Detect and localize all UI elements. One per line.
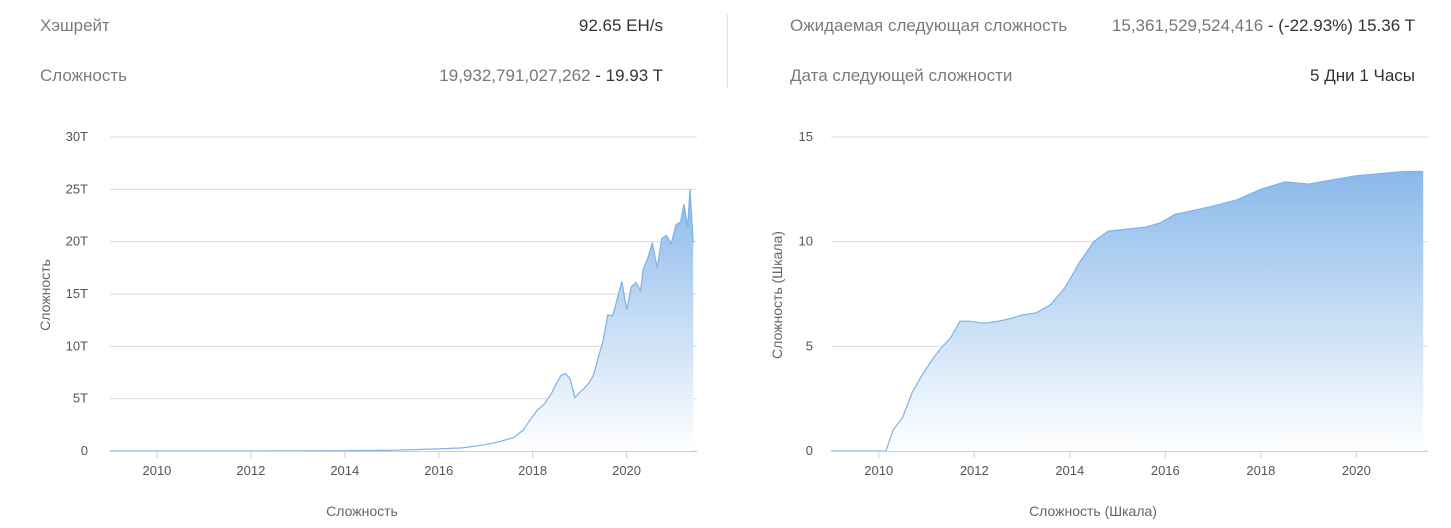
difficulty-value: 19,932,791,027,262 - 19.93 T [439, 66, 663, 86]
next-difficulty-value-number: 15,361,529,524,416 [1111, 16, 1264, 35]
x-tick-label: 2018 [518, 463, 547, 478]
y-tick-label: 20T [66, 234, 88, 249]
x-tick-label: 2014 [1055, 463, 1084, 478]
y-tick-label: 0 [806, 443, 813, 458]
x-axis-title: Сложность [326, 503, 398, 519]
y-axis-title: Сложность (Шкала) [769, 231, 785, 359]
y-tick-label: 25T [66, 181, 88, 196]
series-area [110, 189, 694, 452]
y-tick-label: 0 [81, 443, 88, 458]
x-axis-title: Сложность (Шкала) [1029, 503, 1157, 519]
y-tick-label: 10 [799, 234, 813, 249]
x-tick-label: 2020 [612, 463, 641, 478]
next-difficulty-label: Ожидаемая следующая сложность [790, 16, 1068, 35]
series-line [110, 189, 694, 452]
x-tick-label: 2012 [960, 463, 989, 478]
next-date-value: 5 Дни 1 Часы [1310, 66, 1415, 85]
x-tick-label: 2018 [1246, 463, 1275, 478]
y-tick-label: 30T [66, 129, 88, 144]
x-tick-label: 2012 [236, 463, 265, 478]
y-tick-label: 10T [66, 338, 88, 353]
difficulty-value-number: 19,932,791,027,262 [439, 66, 591, 85]
series-area [831, 171, 1424, 451]
next-date-label: Дата следующей сложности [790, 66, 1013, 85]
hashrate-label: Хэшрейт [40, 16, 110, 35]
y-tick-label: 5T [73, 391, 88, 406]
next-difficulty-value: 15,361,529,524,416 - (-22.93%) 15.36 T [1112, 16, 1415, 36]
x-tick-label: 2010 [142, 463, 171, 478]
x-tick-label: 2014 [330, 463, 359, 478]
next-difficulty-value-suffix: - (-22.93%) 15.36 T [1263, 16, 1415, 35]
x-tick-label: 2016 [424, 463, 453, 478]
hashrate-value: 92.65 EH/s [578, 16, 663, 35]
x-tick-label: 2016 [1151, 463, 1180, 478]
series-line [831, 170, 1424, 452]
y-tick-label: 5 [806, 338, 813, 353]
x-tick-label: 2010 [864, 463, 893, 478]
y-tick-label: 15 [799, 129, 813, 144]
difficulty-label: Сложность [40, 66, 128, 85]
x-tick-label: 2020 [1342, 463, 1371, 478]
y-axis-title: Сложность [37, 259, 53, 331]
stats-divider [727, 14, 728, 88]
y-tick-label: 15T [66, 286, 88, 301]
difficulty-value-suffix: - 19.93 T [590, 66, 663, 85]
